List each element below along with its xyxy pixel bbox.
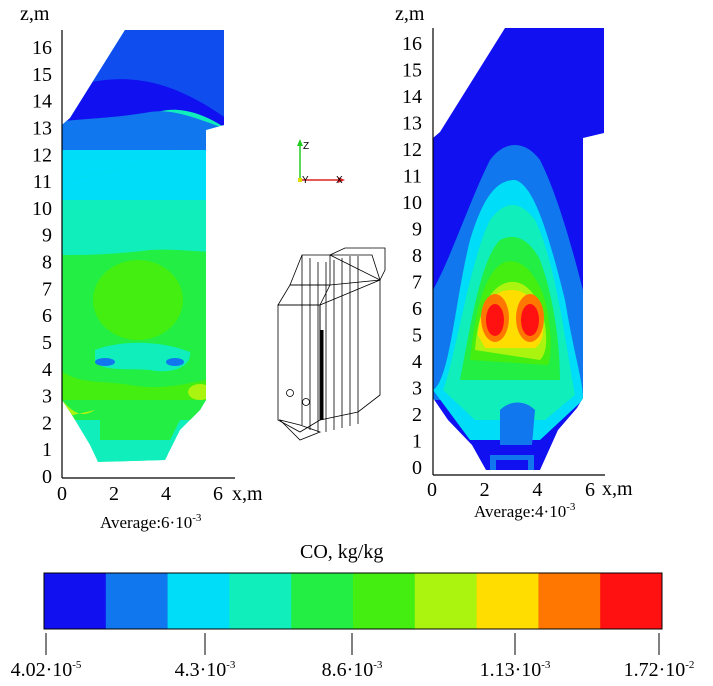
left-x-axis-label: x,m bbox=[232, 483, 263, 505]
z-tick-label: 14 bbox=[32, 91, 52, 113]
colorbar-title: CO, kg/kg bbox=[300, 541, 383, 563]
x-tick-label: 0 bbox=[427, 479, 437, 501]
colorbar-swatch bbox=[167, 573, 230, 629]
z-tick-label: 16 bbox=[32, 37, 52, 59]
colorbar-swatch bbox=[291, 573, 354, 629]
colorbar-swatches bbox=[44, 573, 663, 629]
z-tick-label: 8 bbox=[42, 252, 52, 274]
coordinate-triad: Z Y X bbox=[297, 139, 345, 186]
z-tick-label: 1 bbox=[412, 431, 422, 453]
z-tick-label: 5 bbox=[412, 325, 422, 347]
colorbar-swatch bbox=[476, 573, 539, 629]
z-tick-label: 11 bbox=[33, 171, 52, 193]
z-tick-label: 4 bbox=[42, 359, 52, 381]
x-tick-label: 4 bbox=[532, 479, 542, 501]
right-x-tick-labels: 0 2 4 6 bbox=[427, 479, 595, 501]
colorbar-frame bbox=[43, 572, 663, 630]
colorbar-swatch bbox=[105, 573, 169, 629]
z-tick-label: 3 bbox=[412, 378, 422, 400]
z-tick-label: 14 bbox=[402, 86, 422, 108]
colorbar-tick-label: 4.02·10-5 bbox=[11, 659, 82, 681]
colorbar-swatch bbox=[600, 573, 663, 629]
z-tick-label: 0 bbox=[412, 457, 422, 479]
colorbar-tick-label: 1.72·10-2 bbox=[624, 659, 695, 681]
z-tick-label: 10 bbox=[402, 192, 422, 214]
z-tick-label: 8 bbox=[412, 245, 422, 267]
left-contour-field bbox=[62, 30, 224, 462]
z-tick-label: 6 bbox=[42, 305, 52, 327]
z-tick-label: 0 bbox=[42, 466, 52, 488]
colorbar-swatch bbox=[353, 573, 416, 629]
z-tick-label: 15 bbox=[402, 60, 422, 82]
x-tick-label: 2 bbox=[109, 483, 119, 505]
x-tick-label: 6 bbox=[585, 479, 595, 501]
z-tick-label: 7 bbox=[412, 272, 422, 294]
z-tick-label: 4 bbox=[412, 351, 422, 373]
z-tick-label: 3 bbox=[42, 386, 52, 408]
z-tick-label: 1 bbox=[42, 439, 52, 461]
triad-x-label: X bbox=[336, 175, 343, 186]
colorbar: CO, kg/kg 4.02·10-5 4.3·10-3 8.6·10-3 1.13·… bbox=[11, 541, 695, 681]
colorbar-swatch bbox=[538, 573, 601, 629]
z-tick-label: 6 bbox=[412, 298, 422, 320]
z-tick-label: 16 bbox=[402, 33, 422, 55]
right-contour-field bbox=[433, 28, 604, 470]
z-tick-label: 13 bbox=[32, 117, 52, 139]
x-tick-label: 0 bbox=[57, 483, 67, 505]
x-tick-label: 4 bbox=[161, 483, 171, 505]
z-tick-label: 2 bbox=[412, 404, 422, 426]
left-x-tick-labels: 0 2 4 6 bbox=[57, 483, 223, 505]
z-tick-label: 9 bbox=[42, 225, 52, 247]
triad-z-label: Z bbox=[303, 141, 309, 152]
left-z-axis-label: z,m bbox=[20, 3, 50, 25]
colorbar-tick-label: 1.13·10-3 bbox=[480, 659, 551, 681]
right-average-label: Average:4·10-3 bbox=[474, 501, 576, 521]
colorbar-tick-label: 4.3·10-3 bbox=[175, 659, 236, 681]
z-tick-label: 5 bbox=[42, 332, 52, 354]
colorbar-ticks: 4.02·10-5 4.3·10-3 8.6·10-3 1.13·10-3 1.72·1… bbox=[11, 633, 695, 681]
z-tick-label: 12 bbox=[402, 139, 422, 161]
right-x-axis-label: x,m bbox=[602, 478, 633, 500]
z-tick-label: 9 bbox=[412, 219, 422, 241]
colorbar-swatch bbox=[414, 573, 478, 629]
left-average-label: Average:6·10-3 bbox=[100, 512, 202, 532]
x-tick-label: 2 bbox=[480, 479, 490, 501]
z-tick-label: 11 bbox=[403, 166, 422, 188]
colorbar-swatch bbox=[229, 573, 292, 629]
colorbar-tick-label: 8.6·10-3 bbox=[322, 659, 383, 681]
z-tick-label: 7 bbox=[42, 278, 52, 300]
z-tick-label: 13 bbox=[402, 113, 422, 135]
right-z-axis-label: z,m bbox=[395, 3, 425, 25]
colorbar-swatch bbox=[44, 573, 107, 629]
x-tick-label: 6 bbox=[213, 483, 223, 505]
triad-y-label: Y bbox=[302, 175, 309, 186]
z-tick-label: 2 bbox=[42, 412, 52, 434]
furnace-wireframe-sketch bbox=[277, 247, 386, 441]
z-tick-label: 15 bbox=[32, 64, 52, 86]
z-tick-label: 12 bbox=[32, 144, 52, 166]
z-tick-label: 10 bbox=[32, 198, 52, 220]
